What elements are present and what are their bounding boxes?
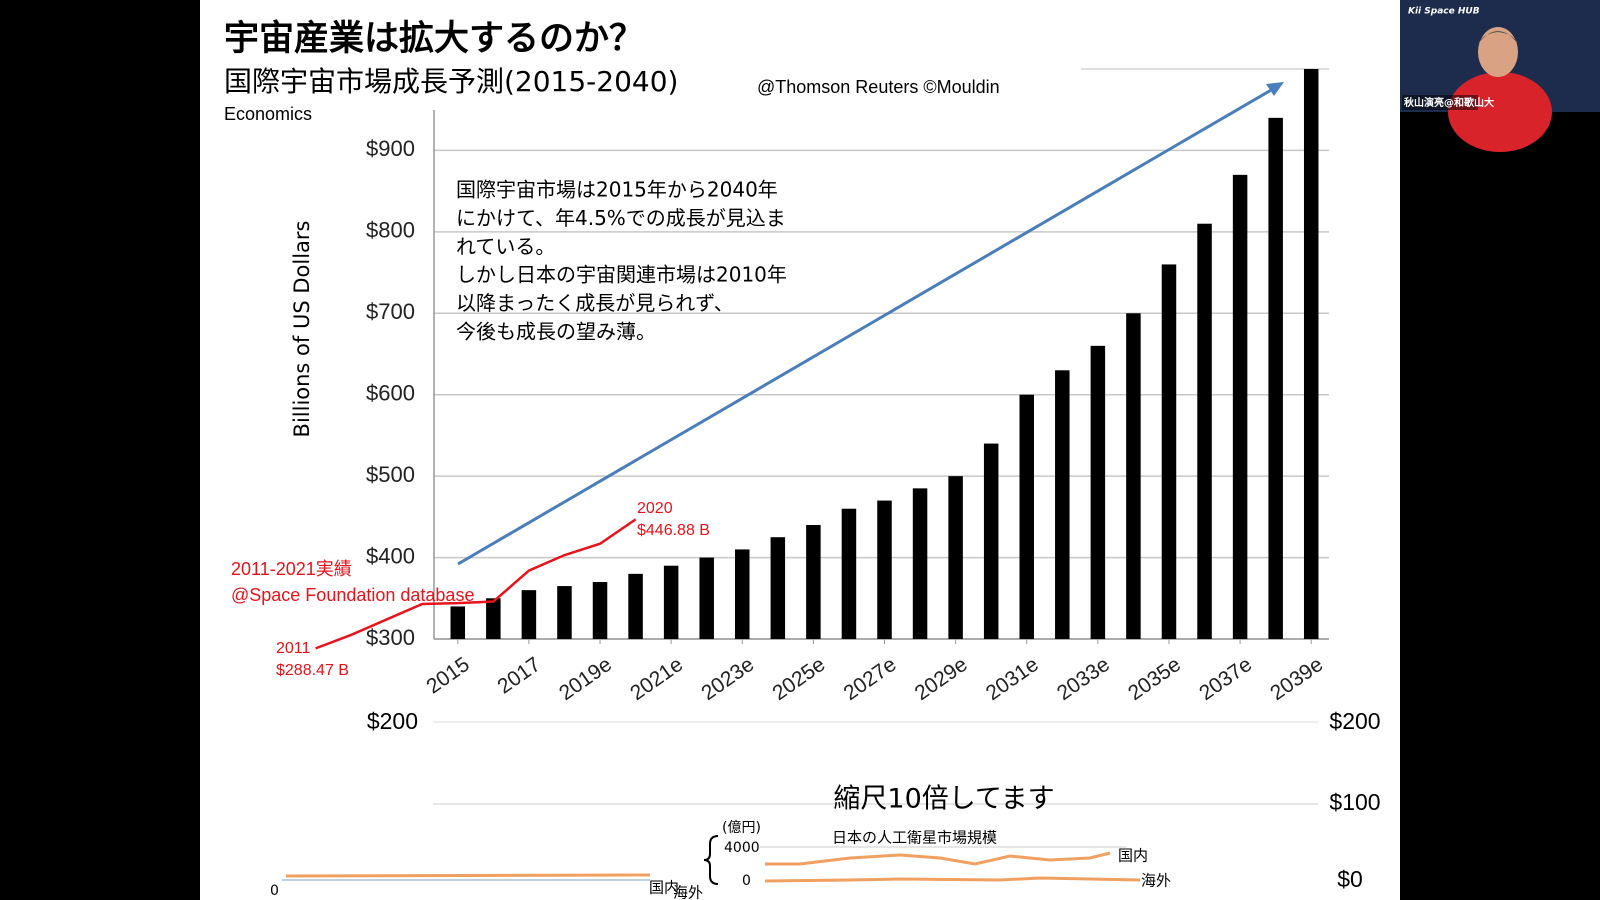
trend-arrowhead — [1266, 82, 1284, 96]
note-line: 以降まったく成長が見られず、 — [456, 291, 734, 315]
bar — [912, 488, 928, 639]
y-tick-label: $400 — [366, 543, 415, 568]
trend-arrow — [457, 84, 1279, 566]
bar — [983, 443, 999, 639]
axis-label: $200 — [1329, 708, 1380, 734]
bar — [770, 537, 786, 639]
video-tile: Kii Space HUB 秋山演亮@和歌山大 — [1400, 0, 1600, 152]
y-tick-label: $500 — [366, 462, 415, 487]
bar — [1126, 313, 1141, 639]
inset-legend: 海外 — [673, 884, 703, 900]
note-line: しかし日本の宇宙関連市場は2010年 — [456, 263, 787, 287]
inset-tick: 4000 — [724, 840, 760, 856]
bar — [841, 508, 857, 639]
participant-name: 秋山演亮@和歌山大 — [1404, 96, 1494, 109]
source: Economics — [224, 104, 312, 124]
axis-label: $100 — [1329, 789, 1380, 815]
inset: (億円) 4000 0 日本の人工衛星市場規模 国内 海外 0 国内 海外 — [270, 820, 1171, 900]
bar — [735, 549, 750, 639]
y-tick-label: $600 — [366, 381, 415, 406]
bar — [663, 565, 679, 639]
bar — [1055, 370, 1070, 639]
bar — [450, 606, 466, 639]
annotation: @Space Foundation database — [231, 585, 474, 605]
scale-note: 縮尺10倍してます — [833, 784, 1054, 815]
brace — [703, 835, 719, 885]
inset-tick: 0 — [270, 883, 279, 899]
bar — [877, 500, 892, 639]
bar — [521, 590, 537, 639]
inset-legend: 海外 — [1141, 872, 1171, 890]
inset-line — [765, 851, 1111, 866]
name-badge — [1402, 95, 1478, 110]
person-shirt — [1448, 72, 1552, 152]
bar — [948, 476, 963, 639]
slide-subtitle: 国際宇宙市場成長予測(2015-2040) — [224, 65, 678, 98]
bar — [1303, 69, 1319, 639]
note-line: にかけて、年4.5%での成長が見込ま — [456, 206, 786, 230]
note-line: 今後も成長の望み薄。 — [456, 320, 656, 344]
note: 国際宇宙市場は2015年から2040年にかけて、年4.5%での成長が見込まれてい… — [456, 178, 787, 344]
bar — [1268, 117, 1283, 640]
bar — [557, 586, 572, 639]
inset-tick: 0 — [742, 873, 751, 889]
inset-line — [285, 873, 651, 878]
bar — [699, 557, 714, 639]
y-tick-label: $300 — [366, 625, 415, 650]
bar — [1090, 345, 1106, 639]
y-tick-label: $900 — [366, 136, 415, 161]
source: @Thomson Reuters ©Mouldin — [757, 77, 1000, 97]
inset-line — [764, 876, 1141, 883]
annotation: 2011 — [276, 640, 311, 657]
inset-title: 日本の人工衛星市場規模 — [832, 829, 997, 847]
person-hair — [1478, 31, 1518, 44]
inset-legend: 国内 — [649, 879, 679, 897]
bar — [592, 582, 608, 639]
bar — [1232, 174, 1248, 639]
annotation: $288.47 B — [276, 662, 349, 679]
bar — [806, 525, 821, 639]
bar — [486, 598, 501, 639]
axis-label: $200 — [367, 708, 418, 734]
annotation: 2020 — [637, 500, 673, 517]
bar — [1197, 223, 1212, 639]
y-axis-title: Billions of US Dollars — [290, 221, 314, 438]
bar — [1019, 394, 1034, 639]
annotation: $446.88 B — [637, 522, 710, 539]
note-line: れている。 — [456, 234, 555, 258]
note-line: 国際宇宙市場は2015年から2040年 — [456, 178, 778, 202]
bar — [1161, 264, 1177, 639]
annotation: 2011-2021実績 — [231, 559, 352, 579]
inset-unit: (億円) — [722, 820, 761, 836]
slide — [200, 0, 1400, 900]
inset-legend: 国内 — [1118, 847, 1148, 865]
y-tick-label: $800 — [366, 218, 415, 243]
brand: Kii Space HUB — [1408, 7, 1480, 17]
person-face — [1478, 27, 1518, 77]
bar — [628, 573, 643, 639]
y-tick-label: $700 — [366, 299, 415, 324]
slide-title: 宇宙産業は拡大するのか？ — [224, 19, 644, 59]
axis-label: $0 — [1337, 866, 1363, 892]
actual-line — [315, 518, 637, 650]
